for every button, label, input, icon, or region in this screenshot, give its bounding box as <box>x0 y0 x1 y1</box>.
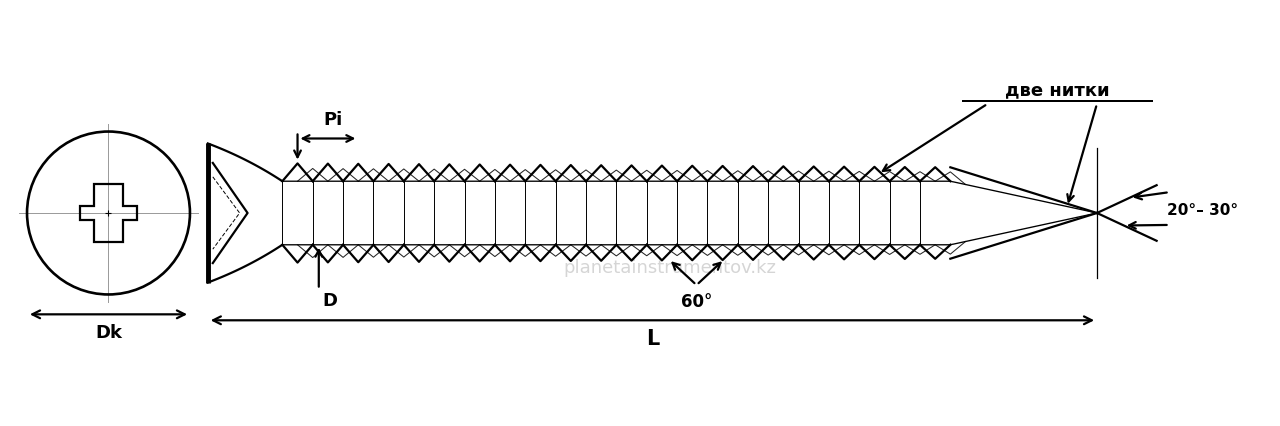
Text: 20°– 30°: 20°– 30° <box>1166 202 1238 218</box>
Text: D: D <box>323 293 338 311</box>
Text: L: L <box>646 329 659 349</box>
Text: две нитки: две нитки <box>1005 81 1110 99</box>
Text: Pi: Pi <box>324 111 343 129</box>
Text: Dk: Dk <box>95 324 122 342</box>
Text: 60°: 60° <box>681 293 712 311</box>
Text: planetainstrumentov.kz: planetainstrumentov.kz <box>563 259 776 276</box>
